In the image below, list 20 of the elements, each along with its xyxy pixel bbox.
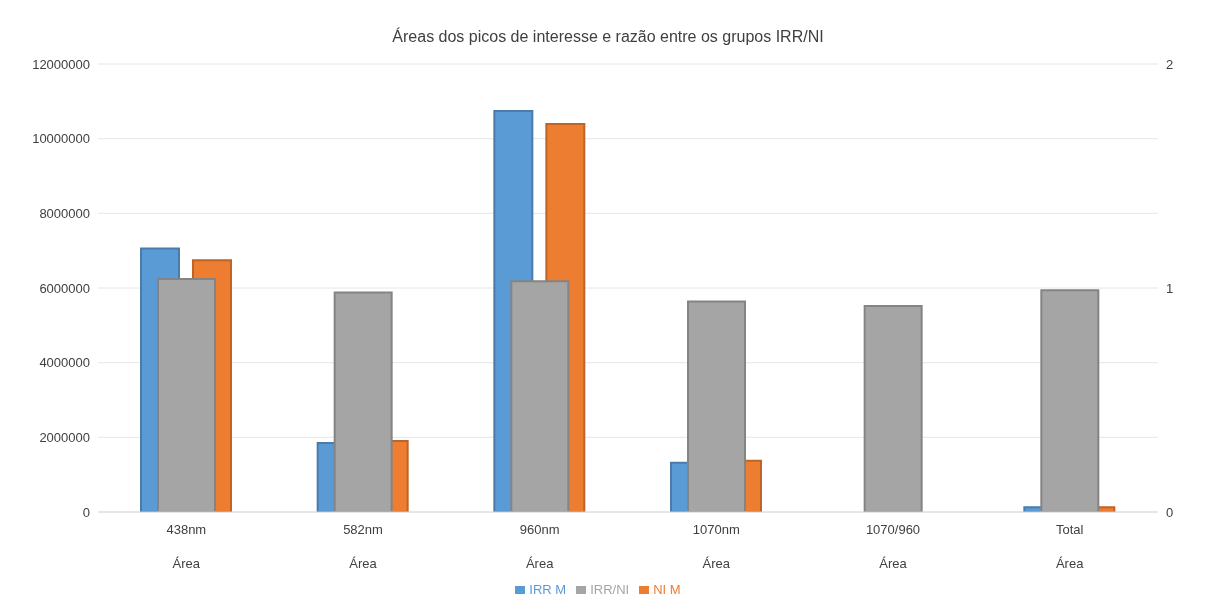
y-tick-label: 12000000	[32, 56, 90, 72]
legend-label: IRR/NI	[590, 582, 630, 594]
y2-tick-label: 0	[1166, 504, 1174, 520]
y-tick-label: 0	[82, 504, 90, 520]
y-tick-label: 2000000	[39, 429, 90, 445]
legend-label: IRR M	[529, 582, 567, 594]
y-tick-label: 8000000	[39, 205, 90, 221]
y2-tick-label: 2	[1166, 56, 1174, 72]
category-label: 1070nm Área	[692, 522, 740, 571]
category-label: Total Área	[1055, 522, 1084, 571]
y-tick-label: 10000000	[32, 131, 90, 147]
category-label: 1070/960 Área	[865, 522, 921, 571]
category-label: 582nm Área	[343, 522, 383, 571]
y-tick-label: 4000000	[39, 355, 90, 371]
category-label: 960nm Área	[519, 522, 560, 571]
y-tick-label: 6000000	[39, 280, 90, 296]
chart-title: Áreas dos picos de interesse e razão entre os grupos IRR/NI	[391, 26, 825, 47]
y2-tick-label: 1	[1166, 280, 1174, 296]
legend-label: NI M	[653, 582, 681, 594]
category-label: 438nm Área	[166, 522, 207, 571]
